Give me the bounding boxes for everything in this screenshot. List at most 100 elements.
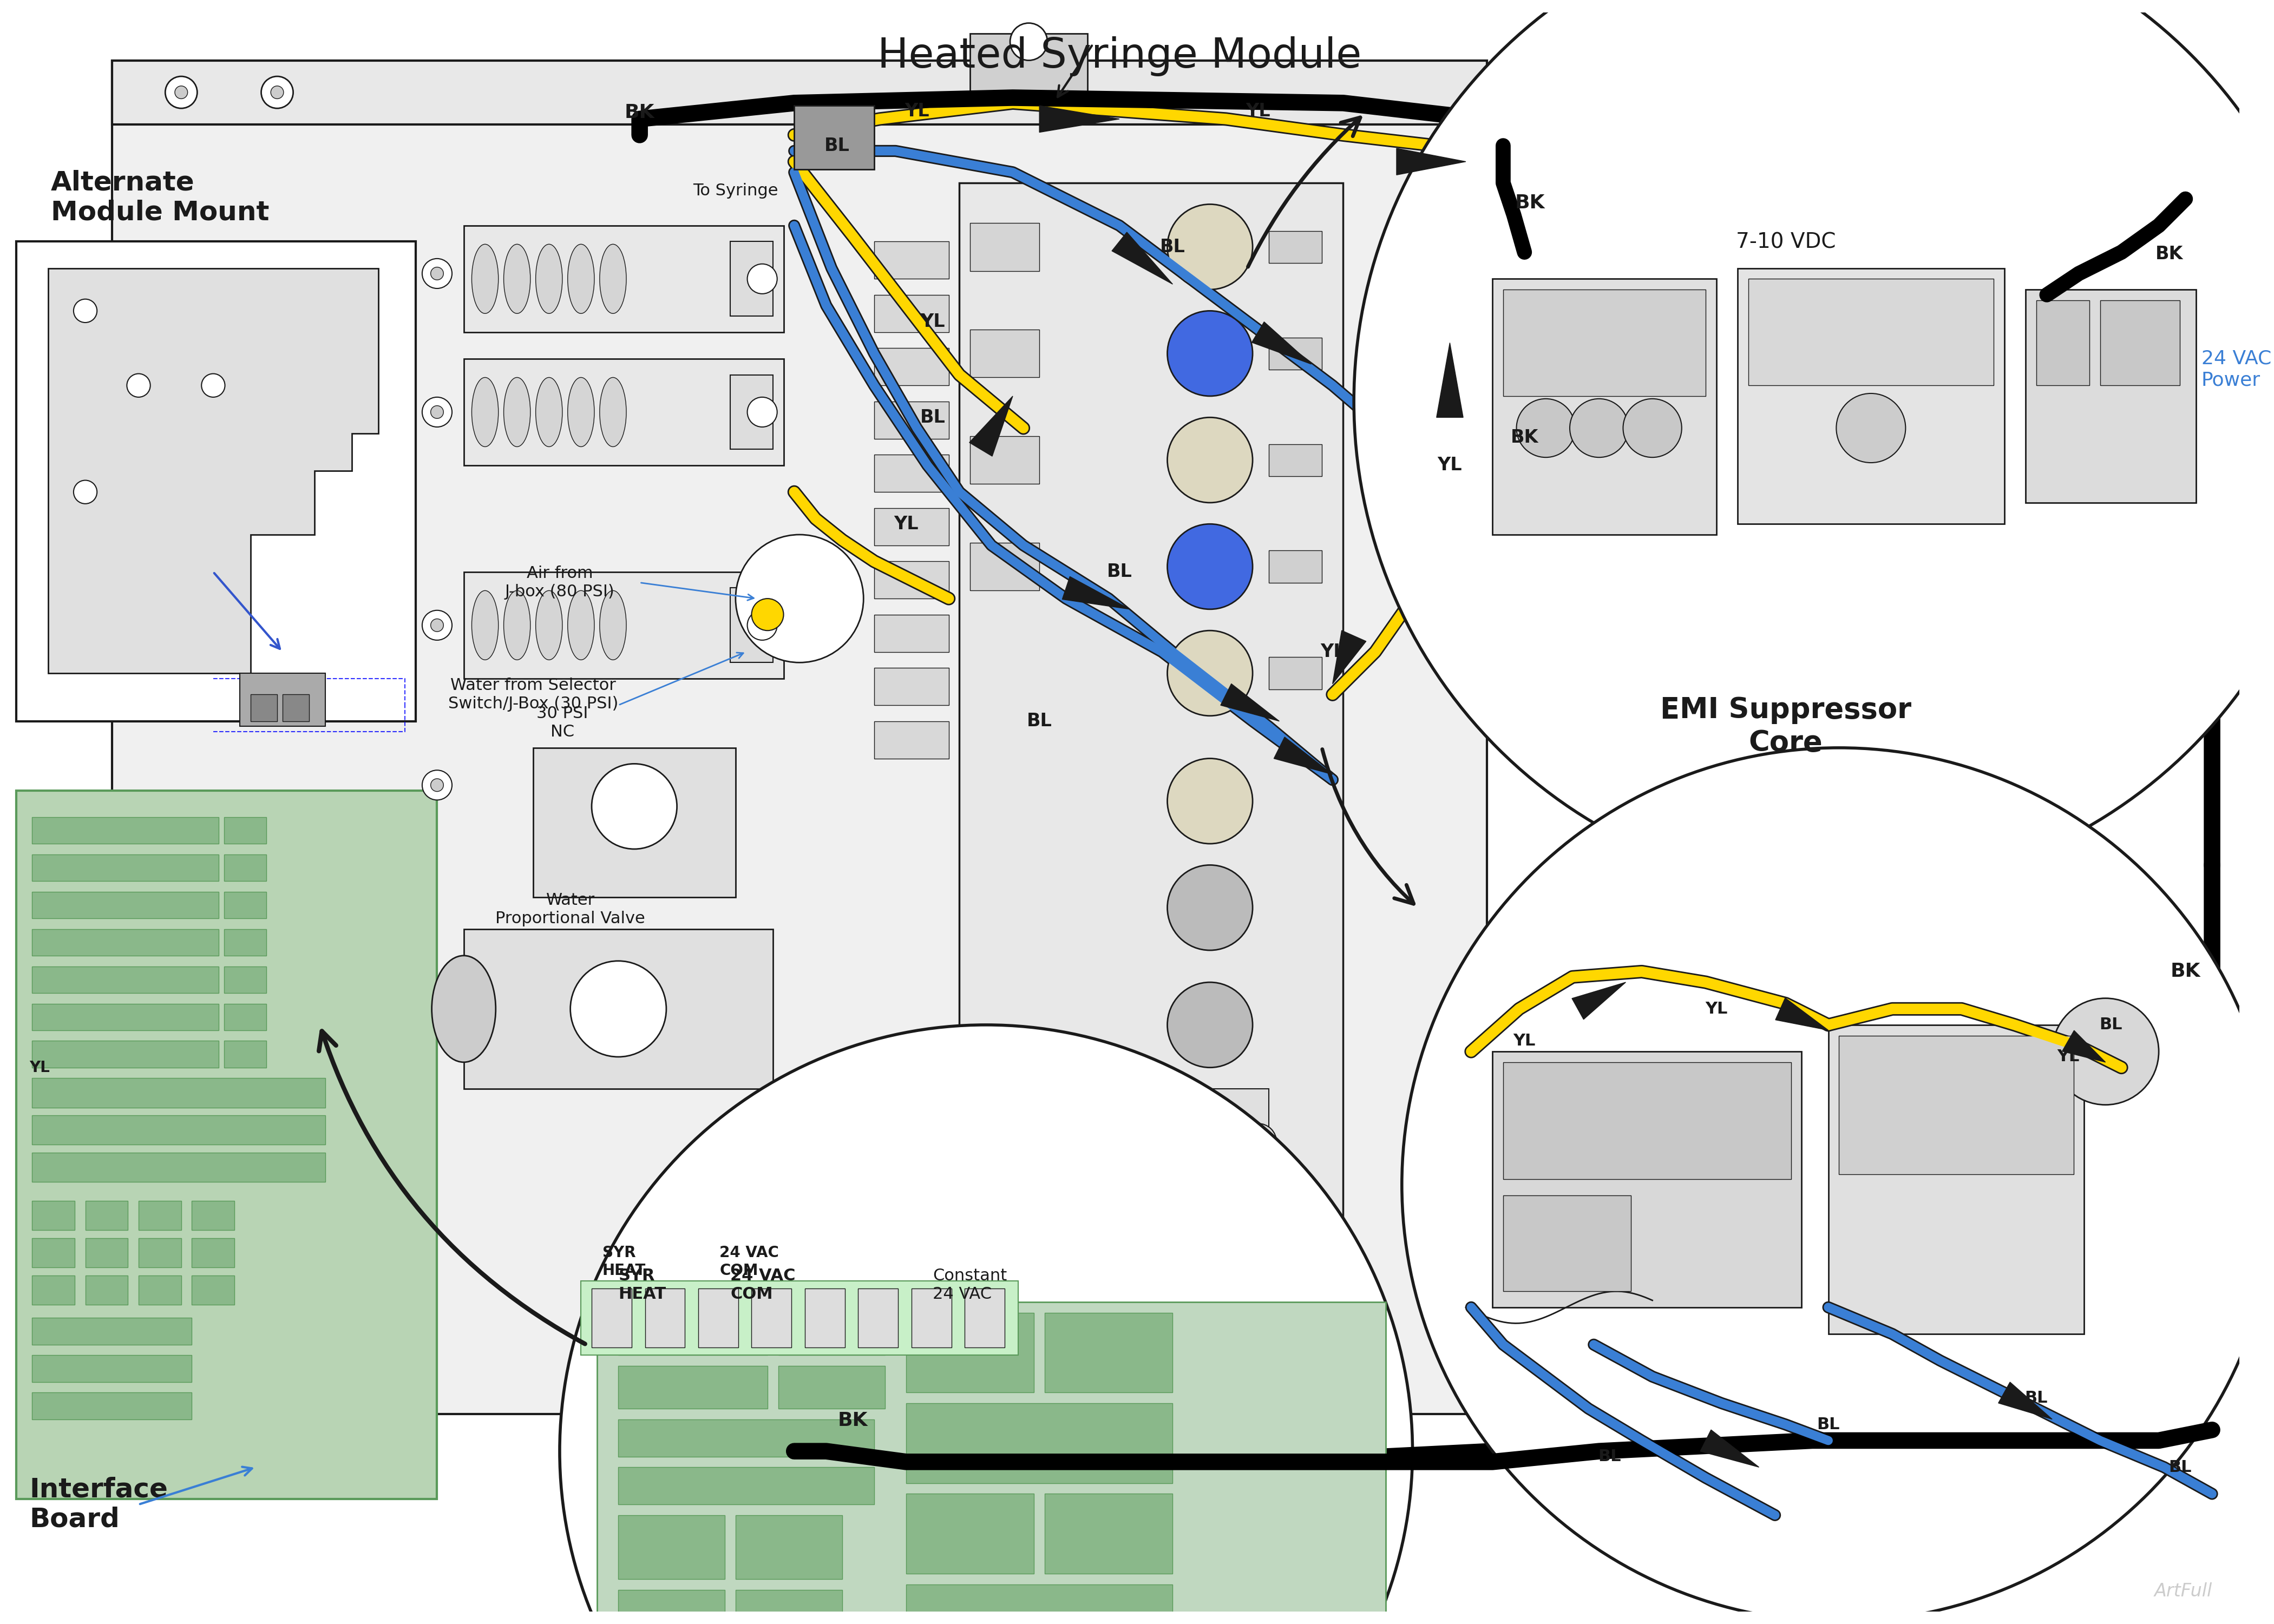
Text: BK: BK	[837, 1411, 869, 1429]
Bar	[619, 1515, 725, 1579]
Text: YL: YL	[921, 312, 946, 330]
Text: BK: BK	[2156, 245, 2183, 263]
Bar	[223, 929, 266, 955]
Text: 7-10 VDC: 7-10 VDC	[1735, 232, 1835, 252]
Bar	[223, 854, 266, 880]
Bar	[960, 184, 1344, 1356]
Bar	[1503, 289, 1705, 396]
Ellipse shape	[537, 244, 562, 313]
Text: BL: BL	[1028, 713, 1053, 731]
Ellipse shape	[471, 591, 498, 659]
Bar	[912, 1289, 951, 1348]
Bar	[873, 401, 948, 438]
Text: YL: YL	[894, 515, 919, 533]
Bar	[905, 1494, 1035, 1574]
Circle shape	[1167, 205, 1253, 289]
Bar	[971, 542, 1039, 591]
Bar	[1044, 1312, 1173, 1392]
Circle shape	[430, 266, 443, 279]
Polygon shape	[1333, 630, 1367, 684]
Bar	[873, 562, 948, 599]
Bar	[873, 296, 948, 333]
Bar	[873, 667, 948, 705]
Circle shape	[2051, 999, 2158, 1104]
Bar	[32, 1153, 325, 1182]
Circle shape	[1239, 1124, 1276, 1161]
Bar	[32, 1319, 191, 1345]
Text: BK: BK	[625, 104, 655, 122]
Bar	[32, 1392, 191, 1419]
Bar	[619, 1419, 873, 1457]
Bar	[698, 1289, 739, 1348]
Circle shape	[748, 398, 778, 427]
Circle shape	[271, 86, 284, 99]
Bar	[619, 1366, 769, 1408]
Bar	[1503, 1195, 1630, 1291]
Circle shape	[1167, 866, 1253, 950]
Text: Constant
24 VAC: Constant 24 VAC	[932, 1268, 1007, 1302]
Text: BK: BK	[2169, 963, 2201, 981]
Ellipse shape	[537, 591, 562, 659]
Polygon shape	[1701, 1429, 1760, 1466]
Bar	[971, 34, 1087, 97]
Bar	[532, 747, 735, 896]
Bar	[873, 721, 948, 758]
Circle shape	[1353, 0, 2274, 892]
Bar	[139, 1237, 182, 1267]
Circle shape	[73, 299, 98, 323]
Bar	[32, 1237, 75, 1267]
Bar	[873, 508, 948, 546]
Text: YL: YL	[2058, 1049, 2078, 1065]
Bar	[857, 1289, 898, 1348]
Ellipse shape	[471, 244, 498, 313]
Polygon shape	[2063, 1031, 2106, 1062]
Text: Heated Syringe Module: Heated Syringe Module	[878, 36, 1362, 76]
Bar	[139, 1275, 182, 1304]
Bar	[794, 106, 873, 169]
Bar	[16, 791, 437, 1499]
Bar	[873, 242, 948, 279]
Bar	[32, 929, 218, 955]
Text: ArtFull: ArtFull	[2153, 1582, 2213, 1600]
Bar	[191, 1237, 234, 1267]
Bar	[86, 1200, 127, 1229]
Bar	[730, 375, 773, 450]
Bar	[223, 966, 266, 992]
Bar	[32, 817, 218, 844]
Bar	[111, 60, 1487, 1415]
Bar	[619, 1312, 769, 1356]
Ellipse shape	[568, 591, 594, 659]
Bar	[735, 1515, 841, 1579]
Circle shape	[423, 611, 453, 640]
Text: 24 VAC
COM: 24 VAC COM	[730, 1268, 796, 1302]
Bar	[778, 1312, 885, 1356]
Circle shape	[175, 86, 189, 99]
Circle shape	[423, 770, 453, 801]
Circle shape	[748, 611, 778, 640]
Bar	[971, 222, 1039, 271]
Bar	[32, 892, 218, 918]
Text: Water
Proportional Valve: Water Proportional Valve	[496, 893, 646, 926]
Text: BK: BK	[1514, 193, 1544, 213]
Text: YL: YL	[1512, 1033, 1535, 1049]
Circle shape	[1401, 747, 2274, 1622]
Circle shape	[430, 778, 443, 791]
Circle shape	[127, 374, 150, 398]
Ellipse shape	[432, 955, 496, 1062]
Polygon shape	[48, 268, 377, 674]
Bar	[960, 1088, 1269, 1254]
Bar	[32, 1078, 325, 1108]
Bar	[735, 1590, 841, 1624]
Ellipse shape	[537, 377, 562, 447]
Circle shape	[735, 534, 864, 663]
Bar	[619, 1590, 725, 1624]
Bar	[139, 1200, 182, 1229]
Polygon shape	[1039, 106, 1119, 132]
Bar	[1749, 279, 1994, 385]
Circle shape	[430, 406, 443, 419]
Text: EMI Suppressor
Core: EMI Suppressor Core	[1660, 697, 1910, 757]
Ellipse shape	[471, 377, 498, 447]
Circle shape	[1167, 630, 1253, 716]
Text: BL: BL	[2169, 1460, 2192, 1475]
Text: 24 VAC
COM: 24 VAC COM	[719, 1246, 780, 1278]
